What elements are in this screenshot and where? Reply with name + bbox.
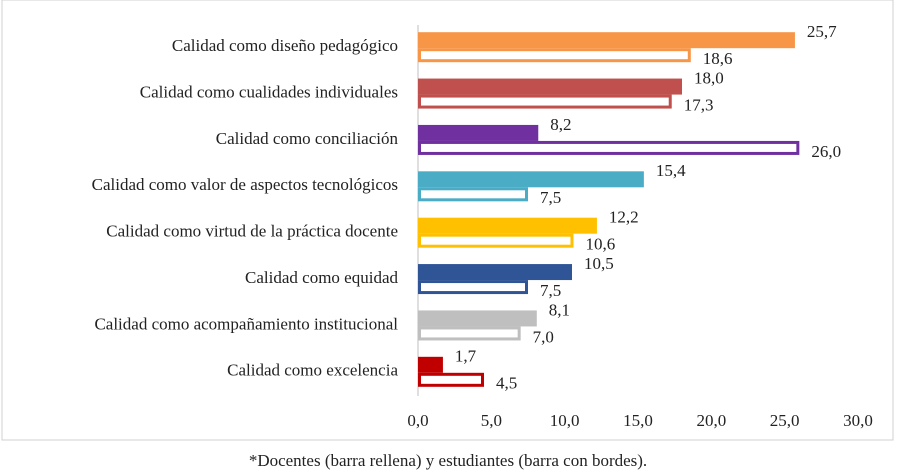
value-label: 18,6 <box>703 49 733 68</box>
bar <box>418 124 539 141</box>
bar-outlined <box>418 187 528 202</box>
value-label: 7,0 <box>533 327 554 346</box>
x-tick-label: 20,0 <box>696 411 726 430</box>
bar <box>418 217 597 234</box>
bar-outlined <box>418 140 800 155</box>
y-tick-label: Calidad como diseño pedagógico <box>172 36 398 55</box>
chart-frame <box>1 0 894 441</box>
bar <box>418 32 795 49</box>
bar-outlined <box>418 326 521 341</box>
bar <box>418 171 644 188</box>
y-tick-label: Calidad como cualidades individuales <box>140 82 398 101</box>
x-tick-label: 25,0 <box>770 411 800 430</box>
value-label: 10,6 <box>585 235 615 254</box>
value-label: 1,7 <box>455 347 477 366</box>
value-label: 4,5 <box>496 374 517 393</box>
y-tick-label: Calidad como conciliación <box>216 129 399 148</box>
y-tick-label: Calidad como valor de aspectos tecnológi… <box>92 175 398 194</box>
value-label: 8,2 <box>550 115 571 134</box>
bar-outlined <box>418 94 672 109</box>
value-label: 18,0 <box>694 68 724 87</box>
bar-outlined <box>418 372 484 387</box>
value-label: 26,0 <box>811 142 841 161</box>
value-label: 7,5 <box>540 281 561 300</box>
x-tick-label: 10,0 <box>550 411 580 430</box>
bar <box>418 310 537 327</box>
bar-outlined <box>418 280 528 295</box>
value-label: 7,5 <box>540 188 561 207</box>
value-label: 8,1 <box>549 300 570 319</box>
x-tick-label: 5,0 <box>481 411 502 430</box>
value-label: 25,7 <box>807 22 837 41</box>
bar-outlined <box>418 233 574 248</box>
x-tick-label: 30,0 <box>843 411 873 430</box>
value-label: 17,3 <box>684 95 714 114</box>
y-tick-label: Calidad como acompañamiento instituciona… <box>94 314 398 333</box>
value-label: 10,5 <box>584 254 614 273</box>
y-tick-label: Calidad como equidad <box>245 268 398 287</box>
y-tick-label: Calidad como excelencia <box>227 361 398 380</box>
bar <box>418 356 443 373</box>
bar <box>418 264 572 281</box>
value-label: 12,2 <box>609 208 639 227</box>
value-label: 15,4 <box>656 161 686 180</box>
bar-outlined <box>418 48 691 63</box>
x-tick-label: 0,0 <box>407 411 428 430</box>
bar <box>418 78 682 95</box>
x-tick-label: 15,0 <box>623 411 653 430</box>
footnote: *Docentes (barra rellena) y estudiantes … <box>249 451 647 470</box>
y-tick-label: Calidad como virtud de la práctica docen… <box>106 222 398 241</box>
